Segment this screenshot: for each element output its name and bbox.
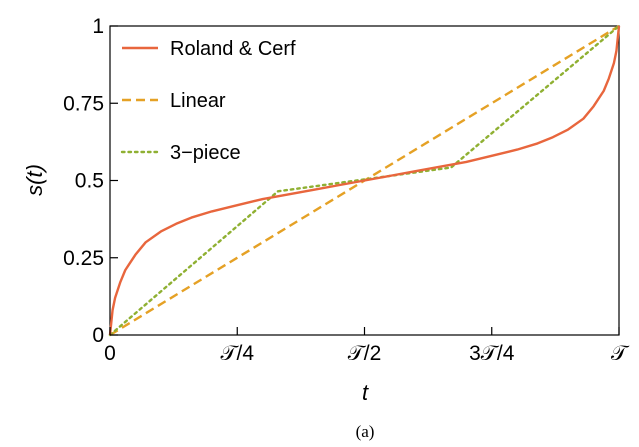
- series-layer: [108, 24, 621, 337]
- legend: Roland & Cerf Linear 3−piece: [120, 38, 296, 164]
- y-tick-label: 0.5: [75, 170, 104, 193]
- x-axis-ticks: 0 𝒯/4 𝒯/2 3𝒯/4 𝒯: [104, 327, 630, 365]
- figure-caption: (a): [356, 422, 375, 441]
- x-tick-label: 3𝒯/4: [469, 342, 515, 365]
- y-tick-label: 0: [92, 324, 104, 347]
- legend-label: Roland & Cerf: [170, 38, 296, 60]
- legend-label: 3−piece: [170, 142, 241, 164]
- legend-label: Linear: [170, 90, 226, 112]
- y-tick-label: 1: [92, 15, 104, 38]
- y-tick-label: 0.75: [63, 92, 104, 115]
- x-tick-label: 𝒯: [611, 342, 630, 365]
- x-axis-label: t: [362, 380, 369, 405]
- y-axis-ticks: 0 0.25 0.5 0.75 1: [63, 15, 118, 347]
- x-tick-label: 0: [104, 342, 116, 365]
- series-line-roland-cerf: [108, 25, 621, 336]
- x-tick-label: 𝒯/4: [220, 342, 254, 365]
- y-axis-label: s(t): [22, 164, 47, 196]
- x-tick-label: 𝒯/2: [348, 342, 382, 365]
- y-tick-label: 0.25: [63, 247, 104, 270]
